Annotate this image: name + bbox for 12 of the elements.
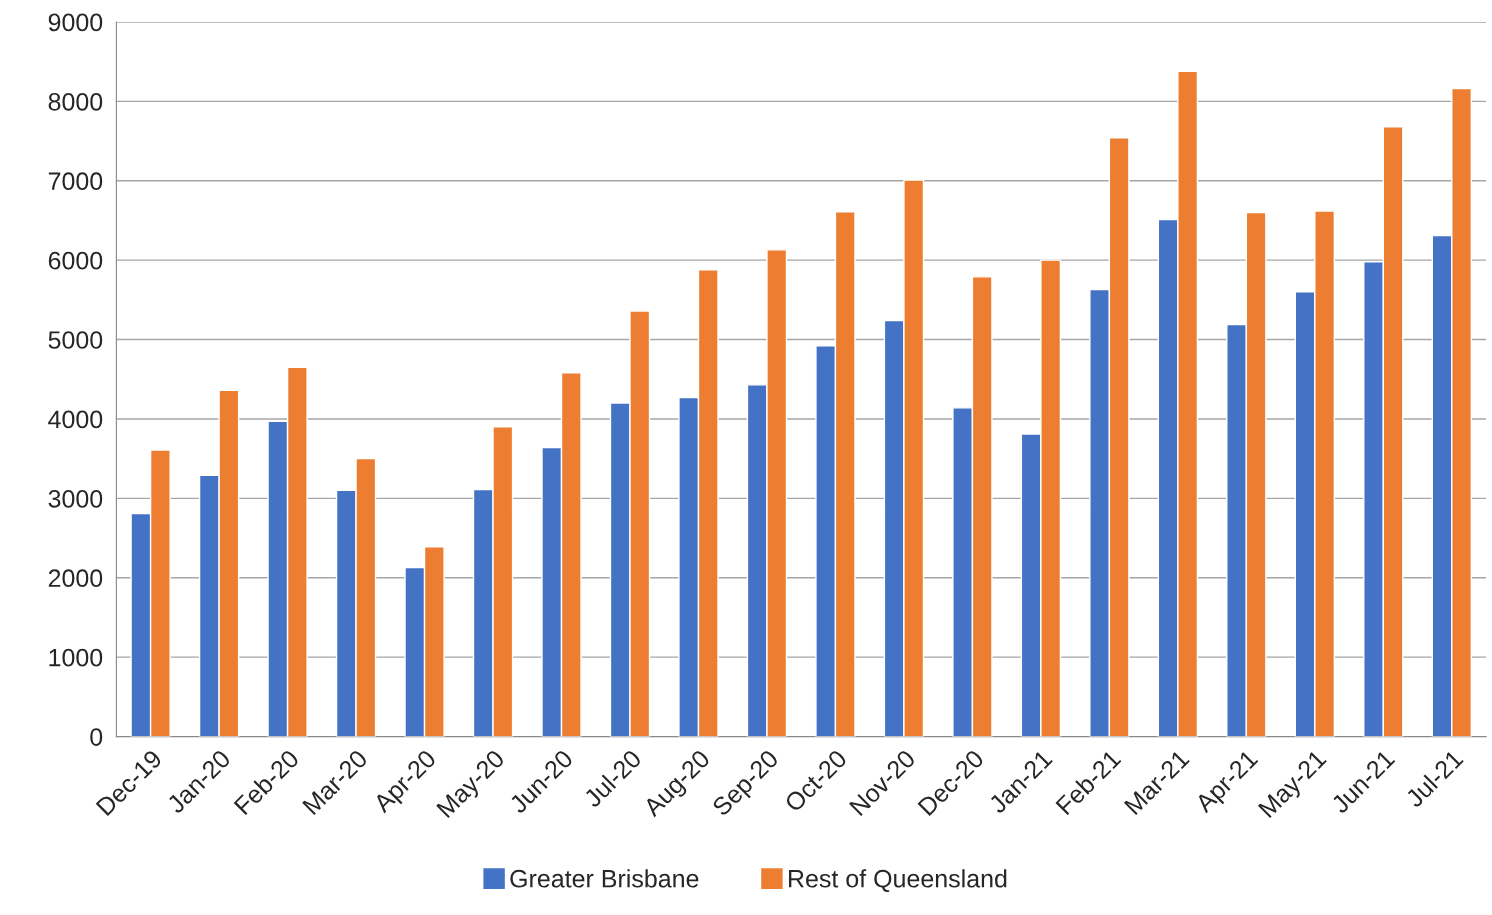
y-tick-label: 8000 <box>48 92 103 111</box>
y-tick-label: 0 <box>90 728 103 746</box>
y-tick-label: 4000 <box>48 410 103 429</box>
y-tick-label: 2000 <box>48 569 103 588</box>
y-tick-label: 7000 <box>48 172 103 191</box>
y-tick-label: 9000 <box>48 13 103 32</box>
legend-label: Greater Brisbane <box>510 869 699 888</box>
y-tick-label: 3000 <box>48 489 103 508</box>
legend-label: Rest of Queensland <box>789 869 1007 893</box>
y-tick-label: 1000 <box>49 648 103 667</box>
y-tick-label: 6000 <box>48 251 103 270</box>
y-tick-label: 5000 <box>48 331 103 349</box>
